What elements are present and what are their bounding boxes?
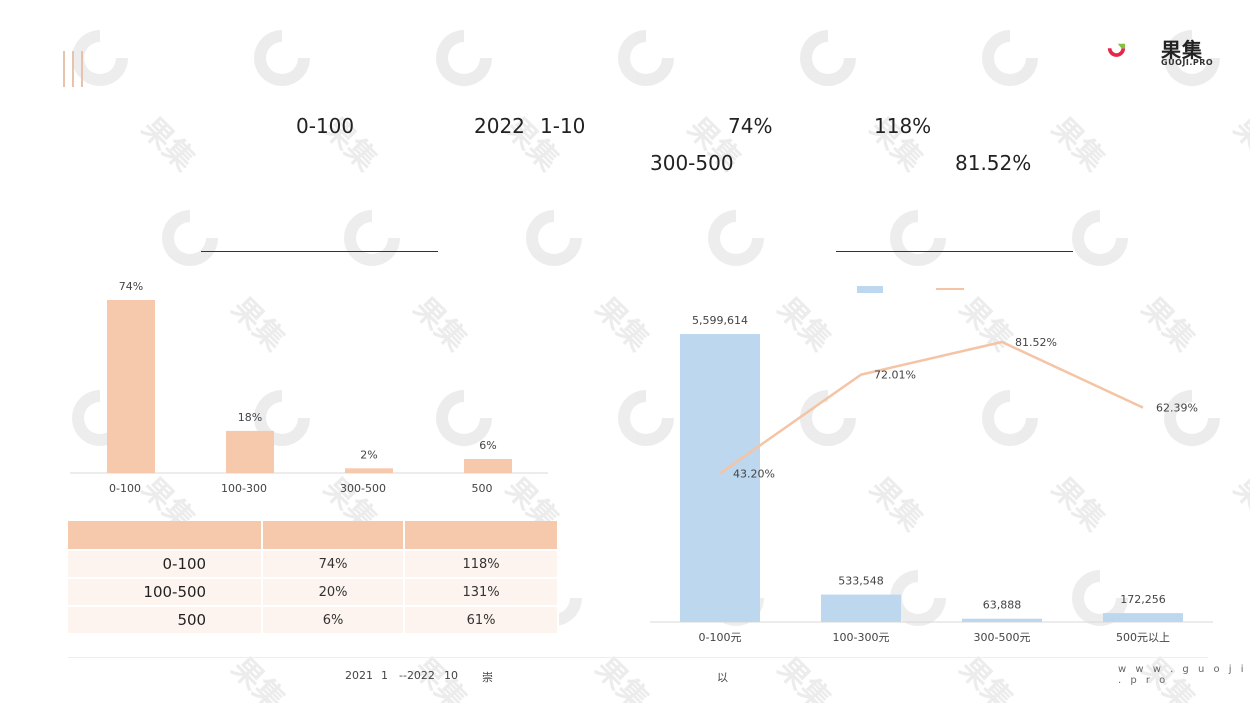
legend-bar-swatch xyxy=(857,286,883,293)
brand-sub: GUOJI.PRO xyxy=(1161,58,1214,67)
headline-segment: 0-100 xyxy=(296,114,355,138)
right-line-label: 81.52% xyxy=(1015,336,1057,349)
right-section-rule xyxy=(836,251,1073,252)
table-cell-share: 20% xyxy=(262,577,406,606)
headline-year: 2022 xyxy=(474,114,525,138)
footer-source-1: 2021 xyxy=(345,669,373,682)
right-bar xyxy=(821,594,901,622)
right-bar xyxy=(680,334,760,622)
site-url: w w w . g u o j i . p r o xyxy=(1118,664,1247,686)
footer-source-5: 崇 xyxy=(482,671,493,684)
table-row: 0-100 74% 118% xyxy=(68,549,559,578)
right-bar xyxy=(1103,613,1183,622)
right-bar-label: 533,548 xyxy=(838,575,884,588)
right-bar-label: 63,888 xyxy=(983,599,1022,612)
headline-segment-2: 300-500 xyxy=(650,151,734,175)
footer-source-6: 以 xyxy=(717,671,728,684)
table-cell-growth: 118% xyxy=(404,549,559,578)
right-category-label: 0-100元 xyxy=(699,631,742,644)
left-category-label: 100-300 xyxy=(221,482,267,495)
table-cell-segment: 500 xyxy=(68,605,264,633)
footer-rule xyxy=(68,657,1208,658)
left-category-label: 300-500 xyxy=(340,482,386,495)
table-cell-growth: 131% xyxy=(404,577,559,606)
table-cell-share: 6% xyxy=(262,605,406,633)
footer-source-4: 10 xyxy=(444,669,458,682)
left-bar-label: 6% xyxy=(479,439,496,452)
left-bar-label: 74% xyxy=(119,280,143,293)
table-header-cell xyxy=(404,521,559,550)
right-line-label: 43.20% xyxy=(733,467,775,480)
table-cell-segment: 0-100 xyxy=(68,549,264,578)
right-bar-label: 5,599,614 xyxy=(692,314,748,327)
right-line-label: 72.01% xyxy=(874,369,916,382)
table-header-row xyxy=(68,521,559,550)
right-category-label: 500元以上 xyxy=(1116,631,1170,644)
right-line-label: 62.39% xyxy=(1156,402,1198,415)
summary-table: 0-100 74% 118% 100-500 20% 131% 500 6% 6… xyxy=(68,521,559,633)
table-cell-segment: 100-500 xyxy=(68,577,264,606)
right-category-label: 100-300元 xyxy=(833,631,890,644)
footer-source-2: 1 xyxy=(381,669,388,682)
table-cell-growth: 61% xyxy=(404,605,559,633)
table-header-cell xyxy=(262,521,406,550)
left-section-rule xyxy=(201,251,438,252)
left-bar-label: 18% xyxy=(238,411,262,424)
brand-name: 果集 xyxy=(1161,38,1203,62)
left-bar xyxy=(464,458,512,473)
footer-source-3: --2022 xyxy=(399,669,435,682)
right-bar-label: 172,256 xyxy=(1120,593,1166,606)
headline-value-2: 81.52% xyxy=(955,151,1032,175)
right-category-label: 300-500元 xyxy=(974,631,1031,644)
left-category-label: 0-100 xyxy=(109,482,141,495)
table-header-cell xyxy=(68,521,264,550)
headline-share: 74% xyxy=(728,114,773,138)
left-bar xyxy=(345,468,393,473)
left-bar-label: 2% xyxy=(360,448,377,461)
left-category-label: 500 xyxy=(472,482,493,495)
table-cell-share: 74% xyxy=(262,549,406,578)
brand-logo-icon xyxy=(1107,43,1126,57)
right-line-series xyxy=(719,340,1144,475)
left-bar xyxy=(226,430,274,473)
headline-growth: 118% xyxy=(874,114,932,138)
left-bar xyxy=(107,300,155,473)
table-row: 500 6% 61% xyxy=(68,605,559,633)
right-bar xyxy=(962,618,1042,622)
headline-months: 1-10 xyxy=(540,114,586,138)
table-row: 100-500 20% 131% xyxy=(68,577,559,606)
legend-line-swatch xyxy=(936,288,964,290)
